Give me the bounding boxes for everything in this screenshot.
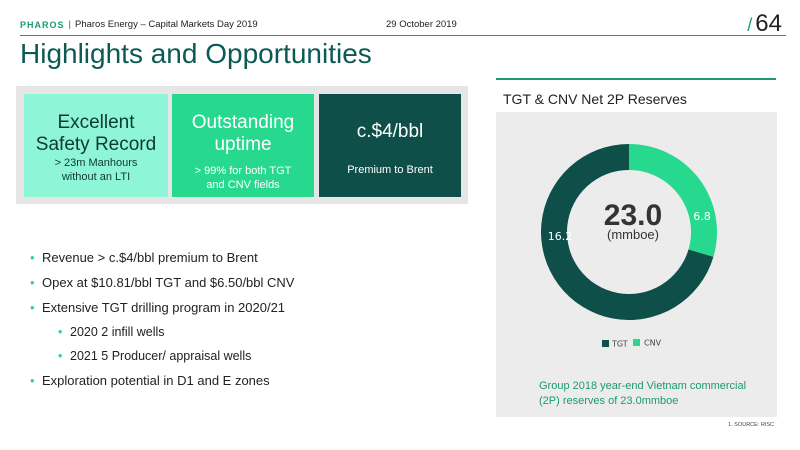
chart-title: TGT & CNV Net 2P Reserves [503, 91, 687, 107]
header-date: 29 October 2019 [386, 19, 457, 30]
page-number-block: /64 [747, 10, 782, 38]
bullet-dot-icon: • [58, 325, 63, 339]
donut-slice-cnv [629, 144, 717, 257]
chart-caption: Group 2018 year-end Vietnam commercial (… [539, 380, 747, 407]
highlight-uptime: Outstanding uptime > 99% for both TGT an… [172, 94, 314, 197]
bullet-text: 2020 2 infill wells [70, 325, 165, 339]
legend-label-tgt: TGT [611, 340, 628, 349]
event-title: Pharos Energy – Capital Markets Day 2019 [74, 19, 258, 30]
highlight-premium-headline-line: c.$4/bbl [356, 121, 424, 142]
highlight-uptime-headline: Outstanding uptime [172, 112, 314, 156]
highlight-safety-detail-line: without an LTI [61, 171, 131, 183]
highlight-safety-headline-line: Excellent [57, 112, 135, 133]
source-footnote: 1. SOURCE: RISC [728, 422, 774, 428]
highlight-premium-detail-line: Premium to Brent [347, 164, 433, 176]
donut-slice-tgt [541, 144, 714, 320]
highlight-uptime-detail-line: and CNV fields [206, 179, 280, 191]
highlight-premium-detail: Premium to Brent [319, 163, 461, 177]
bullet-list: • Revenue > c.$4/bbl premium to Brent • Op… [30, 250, 294, 398]
legend-swatch-tgt [602, 340, 609, 347]
highlight-safety-headline-line: Safety Record [35, 134, 157, 155]
bullet-text: Exploration potential in D1 and E zones [42, 373, 270, 388]
highlight-premium-headline: c.$4/bbl [319, 121, 461, 143]
highlight-safety-detail-line: > 23m Manhours [54, 157, 138, 169]
page-slash: / [747, 15, 753, 35]
bullet-item: • Revenue > c.$4/bbl premium to Brent [30, 250, 294, 265]
data-label-cnv: 6.8 [693, 210, 711, 223]
bullet-item: • Extensive TGT drilling program in 2020/… [30, 300, 294, 315]
bullet-item: • Exploration potential in D1 and E zones [30, 373, 294, 388]
highlight-uptime-detail: > 99% for both TGT and CNV fields [172, 164, 314, 192]
bullet-dot-icon: • [30, 275, 35, 290]
page-number: 64 [755, 10, 782, 37]
highlight-safety-detail: > 23m Manhours without an LTI [24, 156, 168, 184]
data-label-tgt: 16.2 [548, 230, 573, 243]
brand-logo: PHAROS [20, 19, 65, 30]
bullet-item: • Opex at $10.81/bbl TGT and $6.50/bbl CN… [30, 275, 294, 290]
reserves-donut-chart: 23.0 (mmboe) 16.2 6.8 TGT CNV [541, 144, 717, 349]
highlight-uptime-headline-line: Outstanding [191, 112, 295, 133]
bullet-dot-icon: • [30, 373, 35, 388]
bullet-dot-icon: • [58, 349, 63, 363]
highlight-safety: Excellent Safety Record > 23m Manhours w… [24, 94, 168, 197]
header-separator: | [68, 19, 71, 30]
bullet-dot-icon: • [30, 300, 35, 315]
bullet-dot-icon: • [30, 250, 35, 265]
highlight-uptime-headline-line: uptime [214, 134, 272, 155]
highlight-premium: c.$4/bbl Premium to Brent [319, 94, 461, 197]
chart-divider [496, 78, 776, 80]
bullet-text: Revenue > c.$4/bbl premium to Brent [42, 250, 258, 265]
header-bar: PHAROS | Pharos Energy – Capital Markets… [20, 19, 258, 30]
donut-slices [541, 144, 717, 320]
highlight-safety-headline: Excellent Safety Record [24, 112, 168, 156]
bullet-text: 2021 5 Producer/ appraisal wells [70, 349, 252, 363]
highlight-uptime-detail-line: > 99% for both TGT [194, 165, 292, 177]
header-divider [20, 35, 786, 36]
page-title: Highlights and Opportunities [20, 38, 372, 69]
legend-swatch-cnv [633, 339, 640, 346]
legend-label-cnv: CNV [644, 339, 662, 348]
chart-panel: 23.0 (mmboe) 16.2 6.8 TGT CNV [496, 112, 777, 417]
bullet-text: Extensive TGT drilling program in 2020/2… [42, 300, 286, 315]
chart-center-unit: (mmboe) [607, 227, 659, 242]
bullet-subitem: • 2020 2 infill wells [58, 325, 294, 339]
bullet-subitem: • 2021 5 Producer/ appraisal wells [58, 349, 294, 363]
chart-center-value: 23.0 [604, 199, 662, 232]
bullet-text: Opex at $10.81/bbl TGT and $6.50/bbl CNV [42, 275, 295, 290]
